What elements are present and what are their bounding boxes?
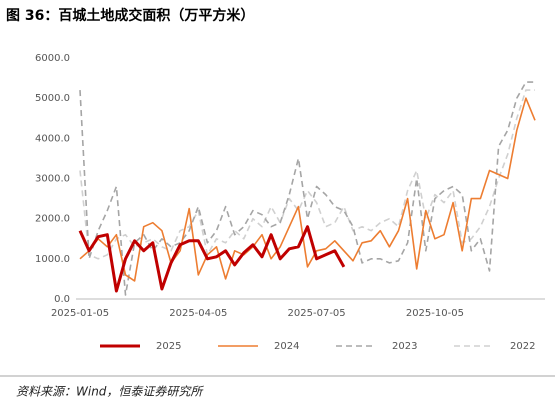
chart-title: 图 36：百城土地成交面积（万平方米） [6, 7, 254, 24]
legend-label: 2022 [510, 341, 535, 352]
x-tick-label: 2025-10-05 [406, 308, 464, 319]
x-tick-label: 2025-04-05 [169, 308, 227, 319]
legend-label: 2024 [274, 341, 299, 352]
series-line [78, 225, 346, 293]
y-tick-label: 1000.0 [35, 254, 70, 265]
y-tick-label: 3000.0 [35, 174, 70, 185]
x-tick-label: 2025-07-05 [288, 308, 346, 319]
source: 资料来源：Wind，恒泰证券研究所 [16, 385, 204, 399]
y-tick-label: 2000.0 [35, 214, 70, 225]
y-tick-label: 5000.0 [35, 93, 70, 104]
series-line [79, 97, 536, 282]
series-line [79, 89, 535, 260]
y-tick-label: 4000.0 [35, 133, 70, 144]
legend-label: 2025 [156, 341, 181, 352]
y-tick-label: 0.0 [54, 294, 70, 305]
legend-label: 2023 [392, 341, 417, 352]
series-line [79, 81, 535, 296]
x-tick-label: 2025-01-05 [51, 308, 109, 319]
y-tick-label: 6000.0 [35, 53, 70, 64]
